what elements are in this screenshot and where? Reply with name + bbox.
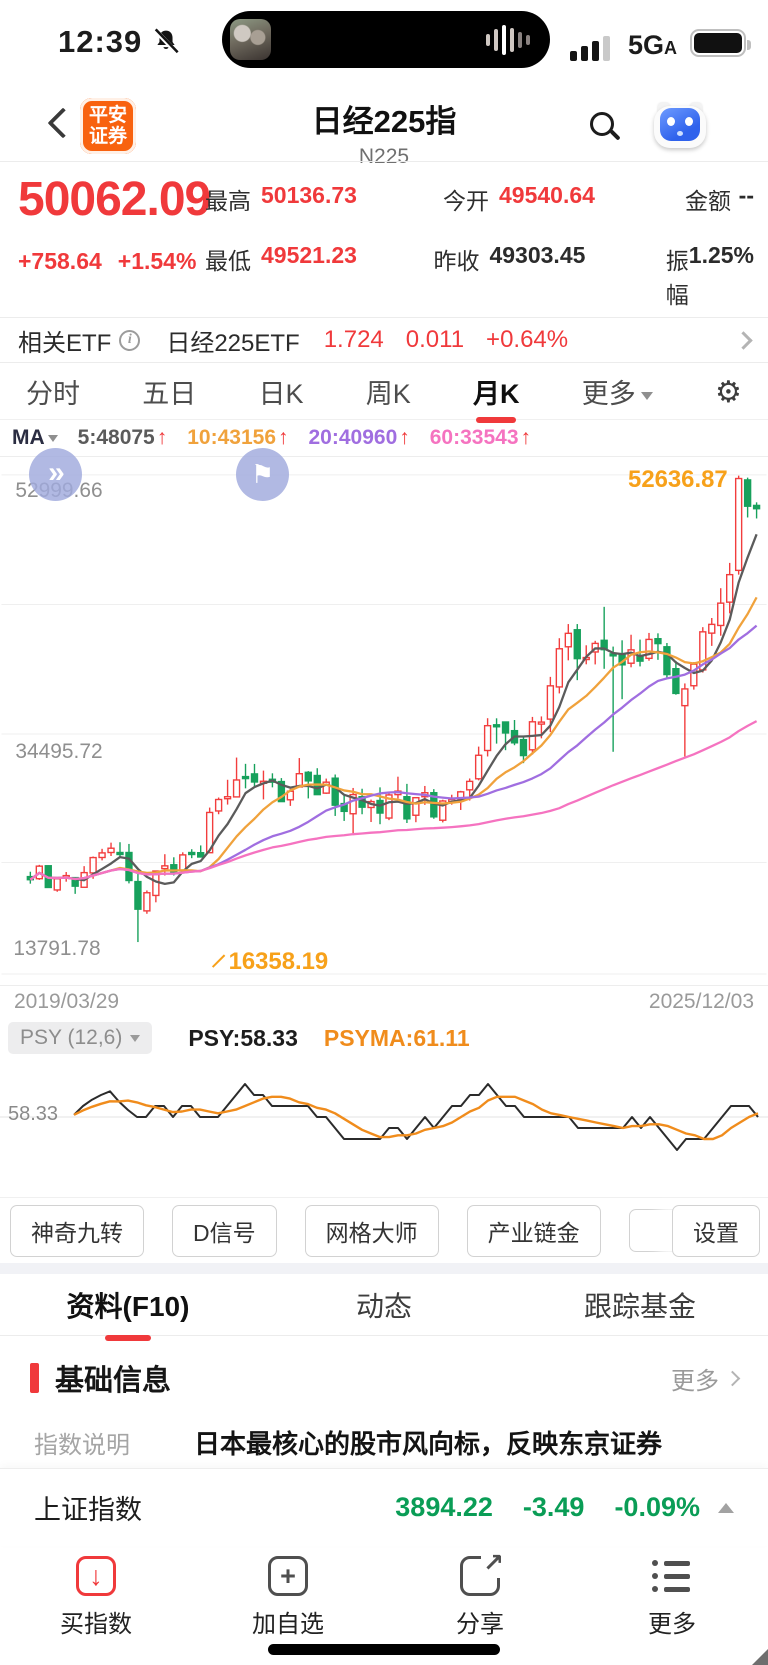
date-axis: 2019/03/29 2025/12/03 xyxy=(0,990,768,1014)
tab-monthly-k[interactable]: 月K xyxy=(473,372,520,423)
buy-index-button[interactable]: ↓ 买指数 xyxy=(0,1546,192,1665)
psy-header: PSY (12,6) PSY:58.33 PSYMA:61.11 xyxy=(0,1020,768,1056)
ticker-name: 上证指数 xyxy=(34,1495,142,1525)
magic-nine-button[interactable]: 神奇九转 xyxy=(10,1204,144,1257)
tab-news[interactable]: 动态 xyxy=(355,1290,412,1322)
section-accent-bar xyxy=(30,1363,39,1393)
date-end: 2025/12/03 xyxy=(648,990,754,1013)
plus-icon: + xyxy=(268,1556,308,1596)
audio-waveform-icon xyxy=(486,11,530,68)
ma10-value: 10:43156↑ xyxy=(187,426,289,449)
svg-text:34495.72: 34495.72 xyxy=(15,740,102,763)
symbol-code: N225 xyxy=(358,145,410,168)
industry-chain-button[interactable]: 产业链金 xyxy=(466,1204,601,1257)
tab-more[interactable]: 更多 xyxy=(582,372,653,413)
period-tab-bar: 分时 五日 日K 周K 月K 更多 ⚙ xyxy=(0,366,768,423)
ticker-values: 3894.22 -3.49 -0.09% xyxy=(395,1492,700,1522)
search-icon[interactable] xyxy=(590,112,614,136)
section-title: 基础信息 xyxy=(55,1365,172,1397)
expand-corner-icon[interactable] xyxy=(752,1649,768,1665)
basic-info-header: 基础信息 更多 xyxy=(0,1350,768,1406)
now-playing-artwork xyxy=(230,19,271,60)
svg-text:16358.19: 16358.19 xyxy=(229,948,329,975)
bottom-action-bar: ↓ 买指数 + 加自选 ↗ 分享 更多 xyxy=(0,1546,768,1665)
stat-value: -- xyxy=(738,182,754,208)
last-price: 50062.09 xyxy=(18,173,211,226)
strategy-toolbar: 神奇九转 D信号 网格大师 产业链金 设置 xyxy=(0,1197,768,1263)
signal-strength-icon xyxy=(570,36,610,61)
tab-tracking-funds[interactable]: 跟踪基金 xyxy=(583,1290,696,1322)
fast-forward-float-button[interactable]: » xyxy=(29,448,82,501)
dynamic-island[interactable] xyxy=(222,11,550,68)
tab-minute[interactable]: 分时 xyxy=(26,379,80,409)
ma-legend[interactable]: MA 5:48075↑ 10:43156↑ 20:40960↑ 60:33543… xyxy=(12,426,531,449)
ma20-value: 20:40960↑ xyxy=(308,426,410,449)
battery-icon xyxy=(690,29,751,57)
ma60-value: 60:33543↑ xyxy=(429,426,531,449)
hidden-toolbar-button[interactable] xyxy=(628,1209,681,1252)
row-label: 指数说明 xyxy=(34,1432,130,1459)
ma5-value: 5:48075↑ xyxy=(77,426,168,449)
psy-axis-label: 58.33 xyxy=(8,1103,59,1125)
svg-text:↑: ↑ xyxy=(766,506,768,528)
stat-value: 49303.45 xyxy=(489,242,586,268)
index-description-row: 指数说明 日本最核心的股市风向标，反映东京证券 xyxy=(0,1424,768,1461)
chevron-right-icon xyxy=(724,1370,741,1386)
tab-5day[interactable]: 五日 xyxy=(142,379,197,409)
tab-weekly-k[interactable]: 周K xyxy=(365,379,411,409)
stat-value: 50136.73 xyxy=(261,182,357,208)
psy-chart[interactable] xyxy=(0,1058,768,1198)
ai-assistant-icon[interactable] xyxy=(652,100,708,150)
section-tab-bar: 资料(F10) 动态 跟踪基金 xyxy=(0,1274,768,1341)
more-actions-button[interactable]: 更多 xyxy=(576,1546,768,1665)
etf-name: 日经225ETF xyxy=(166,329,300,357)
grid-master-button[interactable]: 网格大师 xyxy=(304,1204,439,1257)
psy-value: PSY:58.33 xyxy=(188,1024,298,1051)
quote-stats: 最高 50136.73 今开 49540.64 金额 -- 最低 49521.23 昨收… xyxy=(205,182,754,308)
etf-change: 0.011 xyxy=(405,326,465,353)
stat-value: 49540.64 xyxy=(499,182,595,208)
tab-f10-profile[interactable]: 资料(F10) xyxy=(0,1285,256,1341)
caret-down-icon xyxy=(47,434,58,442)
chevron-right-icon xyxy=(734,330,753,350)
stat-value: 49521.23 xyxy=(261,242,357,268)
toolbar-settings-button[interactable]: 设置 xyxy=(672,1204,760,1257)
chart-settings-gear-icon[interactable]: ⚙ xyxy=(715,375,742,409)
share-icon: ↗ xyxy=(460,1548,506,1596)
related-etf-row[interactable]: 相关ETF i 日经225ETF 1.724 0.011 +0.64% xyxy=(0,318,768,362)
list-more-icon xyxy=(652,1556,692,1596)
share-button[interactable]: ↗ 分享 xyxy=(456,1548,506,1638)
d-signal-button[interactable]: D信号 xyxy=(172,1204,277,1257)
pingan-securities-logo[interactable]: 平安 证券 xyxy=(80,98,136,154)
candlestick-chart[interactable]: 52999.6634495.7213791.7852636.8716358.19… xyxy=(0,456,768,986)
mute-bell-icon xyxy=(153,28,179,55)
psy-indicator-selector[interactable]: PSY (12,6) xyxy=(8,1022,153,1054)
psyma-value: PSYMA:61.11 xyxy=(323,1024,470,1051)
add-watchlist-button[interactable]: + 加自选 xyxy=(192,1546,384,1665)
caret-down-icon xyxy=(130,1034,141,1042)
status-time: 12:39 xyxy=(58,24,143,59)
etf-price: 1.724 xyxy=(323,326,384,353)
stat-value: 1.25% xyxy=(688,242,754,268)
flag-float-button[interactable]: ⚑ xyxy=(236,448,289,501)
more-link[interactable]: 更多 xyxy=(671,1361,741,1396)
tab-daily-k[interactable]: 日K xyxy=(258,379,304,409)
buy-download-icon: ↓ xyxy=(76,1556,116,1596)
caret-down-icon xyxy=(640,391,653,400)
price-change: +758.64 +1.54% xyxy=(18,248,197,274)
page-title: 日经225指 xyxy=(311,104,457,139)
collapse-up-icon[interactable] xyxy=(718,1502,734,1513)
network-type: 5GA xyxy=(628,30,678,60)
info-icon[interactable]: i xyxy=(119,329,141,351)
home-indicator[interactable] xyxy=(268,1644,500,1655)
etf-pct: +0.64% xyxy=(486,326,569,353)
date-start: 2019/03/29 xyxy=(14,990,120,1013)
etf-label: 相关ETF xyxy=(18,329,112,357)
row-value: 日本最核心的股市风向标，反映东京证券 xyxy=(194,1429,663,1459)
sse-index-ticker[interactable]: 上证指数 3894.22 -3.49 -0.09% xyxy=(0,1468,768,1546)
svg-text:52636.87: 52636.87 xyxy=(628,466,728,493)
svg-text:13791.78: 13791.78 xyxy=(13,937,100,960)
